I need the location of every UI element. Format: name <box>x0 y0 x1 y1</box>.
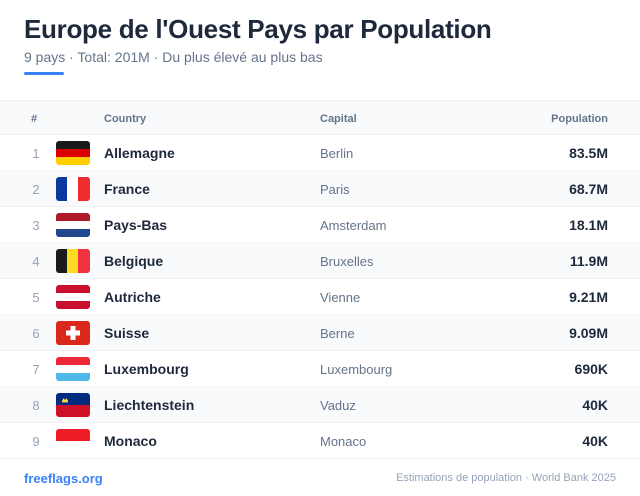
row-rank: 2 <box>32 182 40 197</box>
flag-monaco-icon <box>56 429 90 453</box>
column-header-capital: Capital <box>320 113 357 125</box>
header: Europe de l'Ouest Pays par Population 9 … <box>24 12 624 75</box>
footer: freeflags.org Estimations de population … <box>0 458 640 496</box>
row-capital: Berlin <box>320 146 354 161</box>
column-header-rank: # <box>31 113 38 125</box>
row-capital: Vienne <box>320 290 361 305</box>
flag-france-icon <box>56 177 90 201</box>
row-country: Suisse <box>104 325 150 341</box>
row-capital: Monaco <box>320 434 367 449</box>
row-country: Allemagne <box>104 145 175 161</box>
table-row: 1 Allemagne Berlin 83.5M <box>0 134 640 170</box>
site-link[interactable]: freeflags.org <box>24 471 103 486</box>
row-rank: 7 <box>32 362 40 377</box>
row-population: 690K <box>574 361 608 377</box>
row-rank: 8 <box>32 398 40 413</box>
table-row: 2 France Paris 68.7M <box>0 170 640 206</box>
row-country: Pays-Bas <box>104 217 168 233</box>
row-country: Luxembourg <box>104 361 189 377</box>
row-rank: 4 <box>32 254 40 269</box>
table-row: 6 Suisse Berne 9.09M <box>0 314 640 350</box>
row-capital: Luxembourg <box>320 362 393 377</box>
flag-belgium-icon <box>56 249 90 273</box>
row-capital: Berne <box>320 326 355 341</box>
row-rank: 9 <box>32 434 40 449</box>
row-country: France <box>104 181 150 197</box>
population-table: # Country Capital Population 1 Allemagne… <box>0 100 640 458</box>
accent-underline <box>24 72 64 75</box>
source-note: Estimations de population · World Bank 2… <box>396 472 616 484</box>
flag-netherlands-icon <box>56 213 90 237</box>
row-rank: 5 <box>32 290 40 305</box>
table-row: 4 Belgique Bruxelles 11.9M <box>0 242 640 278</box>
row-rank: 3 <box>32 218 40 233</box>
flag-switzerland-icon <box>56 321 90 345</box>
flag-liechtenstein-icon <box>56 393 90 417</box>
row-population: 40K <box>582 397 608 413</box>
row-capital: Paris <box>320 182 350 197</box>
table-row: 7 Luxembourg Luxembourg 690K <box>0 350 640 386</box>
row-population: 68.7M <box>569 181 608 197</box>
row-rank: 6 <box>32 326 40 341</box>
table-row: 3 Pays-Bas Amsterdam 18.1M <box>0 206 640 242</box>
flag-germany-icon <box>56 141 90 165</box>
flag-luxembourg-icon <box>56 357 90 381</box>
row-capital: Bruxelles <box>320 254 374 269</box>
row-population: 9.09M <box>569 325 608 341</box>
table-row: 5 Autriche Vienne 9.21M <box>0 278 640 314</box>
row-population: 18.1M <box>569 217 608 233</box>
row-population: 11.9M <box>569 253 608 269</box>
table-row: 8 Liechtenstein Vaduz 40K <box>0 386 640 422</box>
row-country: Monaco <box>104 433 157 449</box>
row-country: Liechtenstein <box>104 397 195 413</box>
row-country: Belgique <box>104 253 164 269</box>
page-title: Europe de l'Ouest Pays par Population <box>24 14 492 44</box>
row-capital: Vaduz <box>320 398 356 413</box>
page-subtitle: 9 pays · Total: 201M · Du plus élevé au … <box>24 49 323 65</box>
row-country: Autriche <box>104 289 161 305</box>
row-capital: Amsterdam <box>320 218 387 233</box>
table-header: # Country Capital Population <box>0 100 640 134</box>
row-population: 83.5M <box>569 145 608 161</box>
row-population: 40K <box>582 433 608 449</box>
row-rank: 1 <box>32 146 40 161</box>
column-header-population: Population <box>551 113 608 125</box>
column-header-country: Country <box>104 113 147 125</box>
flag-austria-icon <box>56 285 90 309</box>
row-population: 9.21M <box>569 289 608 305</box>
table-row: 9 Monaco Monaco 40K <box>0 422 640 458</box>
